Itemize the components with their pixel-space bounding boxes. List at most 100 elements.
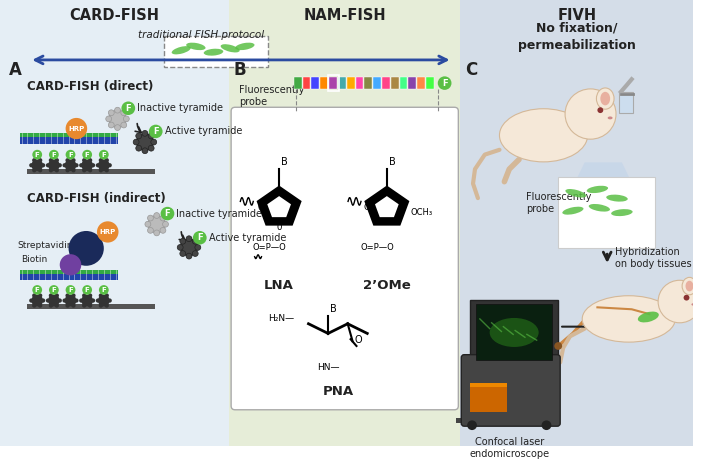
Text: F: F xyxy=(85,152,89,158)
Circle shape xyxy=(48,295,59,307)
Text: OCH₃: OCH₃ xyxy=(411,208,433,217)
Bar xyxy=(382,77,390,89)
Text: CARD-FISH (direct): CARD-FISH (direct) xyxy=(28,81,154,94)
Circle shape xyxy=(38,158,42,162)
Text: Active tyramide: Active tyramide xyxy=(164,126,242,136)
Circle shape xyxy=(542,420,552,430)
Bar xyxy=(312,77,319,89)
Text: HRP: HRP xyxy=(68,125,84,131)
Circle shape xyxy=(136,133,142,139)
Bar xyxy=(476,304,552,361)
Ellipse shape xyxy=(682,278,697,295)
Circle shape xyxy=(79,298,84,303)
Circle shape xyxy=(88,168,92,172)
Circle shape xyxy=(108,298,112,303)
Text: Fluorescently
probe: Fluorescently probe xyxy=(239,85,304,107)
Circle shape xyxy=(38,168,42,172)
Bar xyxy=(457,418,486,423)
Ellipse shape xyxy=(587,186,608,193)
Circle shape xyxy=(64,295,76,307)
Circle shape xyxy=(97,221,118,242)
Circle shape xyxy=(49,285,59,295)
Ellipse shape xyxy=(607,117,612,119)
Polygon shape xyxy=(258,187,301,225)
Circle shape xyxy=(186,236,192,242)
Circle shape xyxy=(81,160,93,171)
Bar xyxy=(347,77,355,89)
Circle shape xyxy=(41,298,45,303)
Circle shape xyxy=(148,145,154,151)
Circle shape xyxy=(48,160,59,171)
Text: 2’OMe: 2’OMe xyxy=(363,278,411,292)
Ellipse shape xyxy=(490,318,539,347)
Bar xyxy=(0,0,229,445)
Text: F: F xyxy=(101,287,106,293)
Circle shape xyxy=(33,285,42,295)
Circle shape xyxy=(59,254,81,275)
Ellipse shape xyxy=(562,207,583,215)
Ellipse shape xyxy=(235,43,254,50)
Circle shape xyxy=(91,298,95,303)
Circle shape xyxy=(161,207,174,220)
Ellipse shape xyxy=(499,109,588,162)
Circle shape xyxy=(160,215,166,221)
Circle shape xyxy=(49,293,53,298)
Circle shape xyxy=(115,107,120,113)
Circle shape xyxy=(66,150,76,160)
Circle shape xyxy=(98,168,103,172)
Bar xyxy=(470,300,558,365)
Circle shape xyxy=(163,221,169,227)
Bar xyxy=(373,77,381,89)
Text: CARD-FISH (indirect): CARD-FISH (indirect) xyxy=(28,192,166,205)
Circle shape xyxy=(186,253,192,259)
Circle shape xyxy=(193,251,198,256)
Circle shape xyxy=(180,251,185,256)
Circle shape xyxy=(55,168,59,172)
Circle shape xyxy=(142,148,148,154)
Circle shape xyxy=(98,295,110,307)
Circle shape xyxy=(41,163,45,167)
Text: A: A xyxy=(8,60,22,78)
Ellipse shape xyxy=(204,49,223,56)
Bar xyxy=(302,77,310,89)
Circle shape xyxy=(121,110,127,116)
Ellipse shape xyxy=(596,88,614,109)
Circle shape xyxy=(123,116,130,122)
Bar xyxy=(355,77,363,89)
Circle shape xyxy=(98,303,103,307)
Circle shape xyxy=(88,293,92,298)
Text: Confocal laser
endomicroscope: Confocal laser endomicroscope xyxy=(469,437,549,459)
Bar xyxy=(28,169,155,174)
Circle shape xyxy=(554,342,562,350)
Circle shape xyxy=(38,303,42,307)
Circle shape xyxy=(31,160,43,171)
Circle shape xyxy=(98,160,110,171)
Bar xyxy=(470,383,508,387)
Circle shape xyxy=(33,150,42,160)
Polygon shape xyxy=(365,187,409,225)
Circle shape xyxy=(62,163,67,167)
Circle shape xyxy=(29,163,33,167)
Polygon shape xyxy=(375,196,399,217)
Bar xyxy=(20,270,118,273)
Circle shape xyxy=(32,168,36,172)
Circle shape xyxy=(49,168,53,172)
Circle shape xyxy=(105,168,109,172)
Circle shape xyxy=(29,298,33,303)
Ellipse shape xyxy=(186,43,205,50)
Text: Fluorescently
probe: Fluorescently probe xyxy=(526,192,591,214)
Circle shape xyxy=(64,160,76,171)
Text: HN—: HN— xyxy=(316,363,339,372)
Circle shape xyxy=(69,231,104,266)
Text: Biotin: Biotin xyxy=(21,254,48,264)
Circle shape xyxy=(108,163,112,167)
Circle shape xyxy=(55,303,59,307)
Circle shape xyxy=(32,158,36,162)
Circle shape xyxy=(160,227,166,233)
Text: traditional FISH protocol: traditional FISH protocol xyxy=(137,30,264,40)
Text: O: O xyxy=(276,224,282,232)
Circle shape xyxy=(55,158,59,162)
Circle shape xyxy=(105,116,112,122)
Text: NAM-FISH: NAM-FISH xyxy=(304,8,386,23)
Circle shape xyxy=(105,158,109,162)
